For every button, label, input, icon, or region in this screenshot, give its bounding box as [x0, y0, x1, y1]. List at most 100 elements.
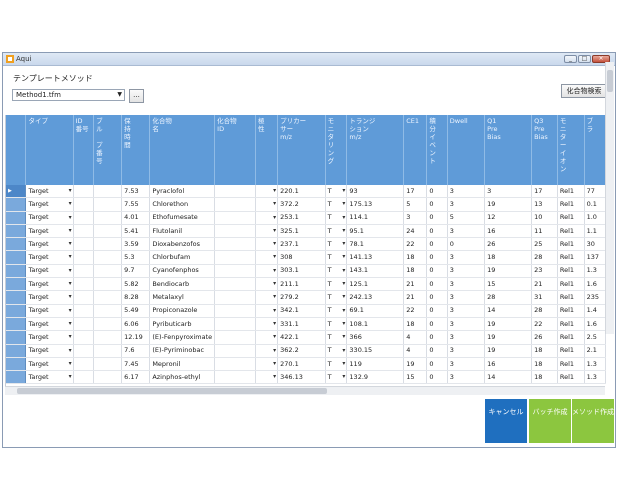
table-cell[interactable]: Target — [25, 290, 74, 305]
table-cell[interactable]: 7.45 — [121, 357, 151, 372]
table-cell[interactable]: 3 — [447, 290, 486, 305]
table-cell[interactable]: Rel1 — [557, 250, 585, 265]
table-cell[interactable]: 77 — [584, 185, 606, 199]
table-cell[interactable]: Rel1 — [557, 344, 585, 358]
table-cell[interactable]: Rel1 — [557, 357, 585, 372]
table-row[interactable]: Target5.3Chlorbufam308T141.1318031828Rel… — [6, 250, 606, 265]
table-cell[interactable]: 0 — [426, 304, 448, 318]
table-cell[interactable]: Target — [25, 264, 74, 279]
table-cell[interactable]: 78.1 — [346, 237, 405, 252]
table-cell[interactable]: 21 — [531, 277, 558, 292]
table-cell[interactable]: 141.13 — [346, 250, 405, 265]
table-row[interactable]: Target3.59Dioxabenzofos237.1T78.12200262… — [6, 237, 606, 252]
table-cell[interactable]: 0 — [426, 211, 448, 225]
table-cell[interactable]: Rel1 — [557, 211, 585, 225]
table-cell[interactable]: Rel1 — [557, 277, 585, 292]
table-cell[interactable] — [214, 344, 257, 358]
table-cell[interactable]: Bendiocarb — [149, 277, 216, 292]
row-header[interactable] — [6, 290, 27, 305]
table-cell[interactable]: 0 — [426, 330, 448, 345]
table-cell[interactable]: 362.2 — [277, 344, 326, 358]
column-header[interactable]: トランジ ション m/z — [346, 115, 405, 185]
table-cell[interactable]: 330.15 — [346, 344, 405, 358]
column-header[interactable]: プリカー サー m/z — [277, 115, 326, 185]
column-header[interactable]: Dwell — [447, 115, 486, 185]
column-header[interactable]: ID 番号 — [73, 115, 95, 185]
table-cell[interactable]: 28 — [531, 250, 558, 265]
table-cell[interactable]: 279.2 — [277, 290, 326, 305]
table-cell[interactable]: 346.13 — [277, 370, 326, 385]
table-cell[interactable]: 303.1 — [277, 264, 326, 279]
table-cell[interactable]: Azinphos-ethyl — [149, 370, 216, 385]
table-cell[interactable] — [214, 277, 257, 292]
table-cell[interactable]: 3.59 — [121, 237, 151, 252]
table-cell[interactable]: T — [325, 185, 348, 199]
method-dropdown[interactable]: Method1.tfm ▼ — [12, 89, 125, 101]
table-row[interactable]: ▶Target7.53Pyraclofol220.1T931703317Rel1… — [6, 185, 606, 199]
table-cell[interactable] — [73, 197, 95, 212]
table-cell[interactable]: Metalaxyl — [149, 290, 216, 305]
table-cell[interactable] — [214, 185, 257, 199]
table-cell[interactable]: 19 — [403, 357, 428, 372]
table-cell[interactable]: 253.1 — [277, 211, 326, 225]
row-header[interactable] — [6, 344, 27, 358]
table-row[interactable]: Target 12.19(E)-Fenpyroximate 422.1T366403… — [6, 330, 606, 345]
table-cell[interactable]: 23 — [531, 264, 558, 279]
column-header[interactable]: ブ ル プ 番 号 — [93, 115, 123, 185]
table-cell[interactable] — [73, 290, 95, 305]
table-cell[interactable] — [255, 250, 279, 265]
table-cell[interactable]: 125.1 — [346, 277, 405, 292]
table-cell[interactable]: Target — [25, 304, 74, 318]
table-cell[interactable]: 19 — [484, 197, 533, 212]
table-cell[interactable]: 3 — [447, 317, 486, 332]
table-cell[interactable]: 7.6 — [121, 344, 151, 358]
table-cell[interactable]: Rel1 — [557, 317, 585, 332]
table-cell[interactable]: Rel1 — [557, 290, 585, 305]
table-cell[interactable] — [93, 317, 123, 332]
table-cell[interactable] — [214, 304, 257, 318]
table-cell[interactable]: Target — [25, 317, 74, 332]
table-cell[interactable]: Mepronil — [149, 357, 216, 372]
table-cell[interactable]: 119 — [346, 357, 405, 372]
table-cell[interactable]: 3 — [447, 277, 486, 292]
table-cell[interactable]: 7.53 — [121, 185, 151, 199]
table-cell[interactable] — [255, 344, 279, 358]
table-cell[interactable]: 0 — [447, 237, 486, 252]
table-cell[interactable]: T — [325, 224, 348, 239]
table-cell[interactable] — [93, 197, 123, 212]
table-cell[interactable] — [255, 211, 279, 225]
table-cell[interactable]: 175.13 — [346, 197, 405, 212]
table-cell[interactable]: 17 — [531, 185, 558, 199]
table-cell[interactable] — [214, 197, 257, 212]
table-cell[interactable]: Rel1 — [557, 185, 585, 199]
table-cell[interactable]: Cyanofenphos — [149, 264, 216, 279]
table-cell[interactable]: 5.41 — [121, 224, 151, 239]
table-cell[interactable] — [255, 304, 279, 318]
table-cell[interactable]: 19 — [484, 264, 533, 279]
table-cell[interactable]: 7.55 — [121, 197, 151, 212]
table-cell[interactable] — [93, 290, 123, 305]
table-cell[interactable]: 5 — [447, 211, 486, 225]
table-cell[interactable]: 18 — [484, 250, 533, 265]
table-row[interactable]: Target5.82Bendiocarb211.1T125.121031521R… — [6, 277, 606, 292]
column-header[interactable]: 化合物 ID — [214, 115, 257, 185]
table-cell[interactable]: 0 — [426, 370, 448, 385]
row-header[interactable] — [6, 197, 27, 212]
table-cell[interactable]: Target — [25, 277, 74, 292]
table-cell[interactable]: 18 — [531, 357, 558, 372]
table-cell[interactable] — [93, 224, 123, 239]
table-cell[interactable] — [214, 370, 257, 385]
table-cell[interactable] — [214, 290, 257, 305]
table-cell[interactable]: 18 — [531, 370, 558, 385]
column-header[interactable]: 積 分 イ ベ ン ト — [426, 115, 448, 185]
table-cell[interactable]: 1.3 — [584, 370, 606, 385]
table-cell[interactable]: Rel1 — [557, 304, 585, 318]
table-cell[interactable] — [73, 304, 95, 318]
table-cell[interactable] — [73, 317, 95, 332]
table-cell[interactable]: 3 — [447, 357, 486, 372]
table-cell[interactable]: 5.82 — [121, 277, 151, 292]
table-cell[interactable]: Target — [25, 250, 74, 265]
table-cell[interactable]: T — [325, 197, 348, 212]
